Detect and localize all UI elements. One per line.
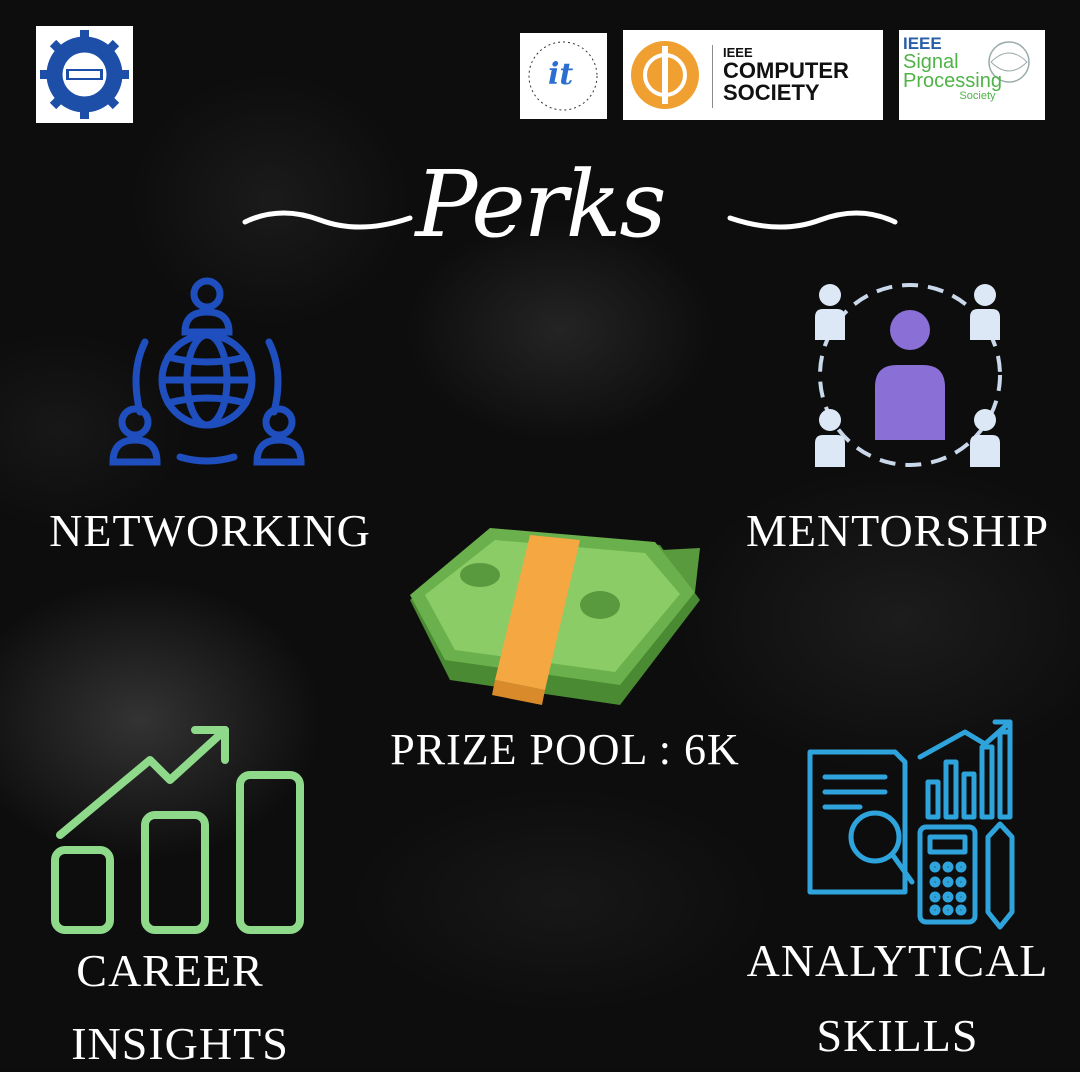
globe-emblem (988, 41, 1030, 83)
mentorship-icon (815, 283, 1002, 467)
ieee-signal-processing-society-logo: IEEE Signal Processing Society (899, 30, 1045, 120)
page-title: Perks (415, 151, 666, 258)
analytics-icon (807, 719, 1015, 930)
mentorship-label: MENTORSHIP (745, 505, 1050, 556)
right-swash-ornament (727, 210, 898, 230)
phi-emblem (631, 41, 713, 109)
ieee-student-branch-logo (36, 26, 133, 123)
money-stack-icon (410, 528, 700, 705)
career-insights-label-line2: INSIGHTS (71, 1018, 289, 1069)
analytical-skills-label-line2: SKILLS (816, 1010, 979, 1061)
ieee-information-theory-society-logo: it (520, 33, 607, 119)
career-growth-icon (51, 726, 304, 934)
prize-pool-label: PRIZE POOL : 6K (390, 725, 740, 774)
analytical-skills-label-line1: ANALYTICAL (746, 935, 1049, 986)
ieee-computer-society-logo: IEEE COMPUTER SOCIETY (623, 30, 883, 120)
career-insights-label-line1: CAREER (76, 945, 264, 996)
left-swash-ornament (242, 210, 413, 230)
networking-label: NETWORKING (49, 505, 371, 556)
networking-icon (109, 277, 305, 466)
